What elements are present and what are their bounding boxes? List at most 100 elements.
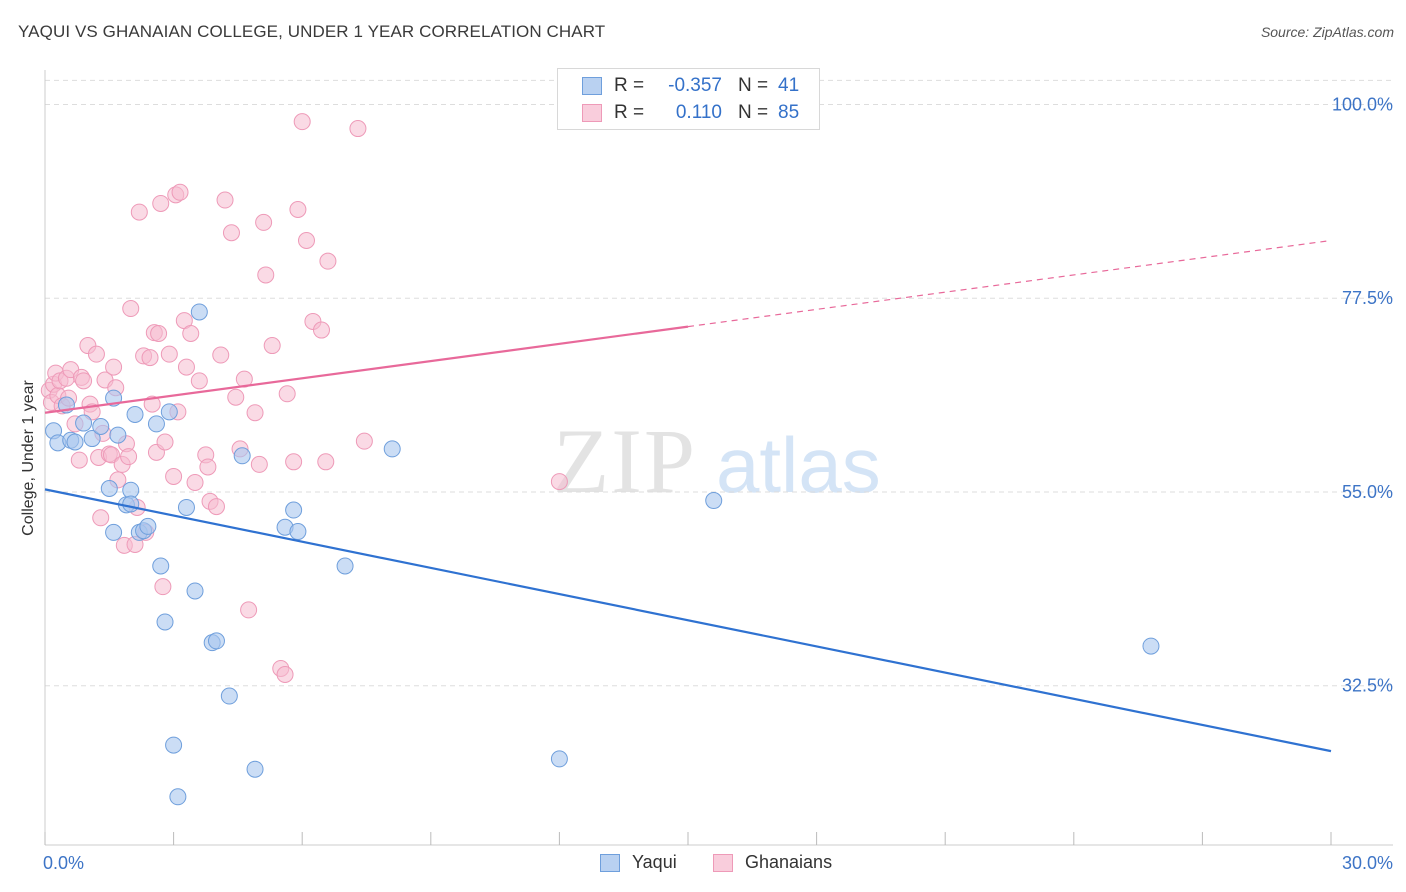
watermark-zip: ZIP	[553, 410, 697, 512]
yaqui-point	[336, 557, 354, 575]
yaqui-point	[160, 403, 178, 421]
yaqui-point	[220, 687, 238, 705]
ghanaians-point	[182, 325, 200, 342]
ghanaians-point	[120, 448, 138, 466]
ghanaians-point	[317, 453, 335, 471]
ghanaians-point	[141, 349, 159, 367]
yaqui-point	[289, 523, 307, 541]
yaqui-point	[109, 426, 127, 444]
ghanaians-point	[255, 213, 273, 231]
yaqui-swatch	[582, 77, 602, 95]
ghanaians-point	[143, 395, 161, 413]
axis-labels: 32.5% 55.0% 77.5% 100.0% 0.0% 30.0% College, U…	[20, 94, 1393, 873]
yaqui-point	[383, 440, 401, 458]
yaqui-point	[233, 447, 251, 465]
yaqui-point	[177, 498, 195, 516]
ghanaians-point	[156, 433, 174, 451]
y-tick-label: 32.5%	[1342, 676, 1393, 696]
ghanaians-point	[177, 358, 195, 376]
ghanaians-point	[349, 120, 367, 138]
ghanaians-point	[154, 578, 172, 596]
ghanaians-legend-label: Ghanaians	[745, 852, 833, 872]
ghanaians-trend-line	[44, 325, 689, 414]
ghanaians-point	[190, 372, 208, 390]
yaqui-point	[190, 303, 208, 321]
yaqui-trend-line	[44, 488, 1332, 753]
axes	[44, 70, 1393, 846]
ghanaians-point	[550, 473, 568, 491]
trend-lines	[44, 239, 1332, 753]
ghanaians-point	[87, 345, 105, 363]
ghanaians-point	[240, 601, 258, 619]
yaqui-legend-label: Yaqui	[632, 852, 677, 872]
yaqui-points	[45, 303, 1160, 806]
ghanaians-point	[70, 451, 88, 469]
legend-row-yaqui: R = -0.357 N = 41	[582, 73, 799, 99]
ghanaians-point	[105, 358, 123, 376]
ghanaians-point	[278, 385, 296, 403]
ghanaians-point	[227, 388, 245, 406]
ghanaians-point	[92, 509, 110, 527]
n-label: N =	[738, 102, 769, 123]
ghanaians-point	[263, 337, 281, 355]
r-label: R =	[614, 75, 645, 96]
y-tick-label: 100.0%	[1332, 94, 1393, 114]
yaqui-point	[156, 613, 174, 631]
yaqui-point	[246, 760, 264, 778]
yaqui-point	[100, 480, 118, 497]
yaqui-point	[83, 430, 101, 448]
r-value: -0.357	[668, 75, 722, 96]
yaqui-point	[1142, 637, 1160, 655]
yaqui-swatch	[600, 853, 620, 872]
ghanaians-point	[285, 453, 303, 471]
ghanaians-point	[355, 432, 373, 450]
yaqui-point	[550, 750, 568, 768]
x-tick-label: 30.0%	[1342, 853, 1393, 873]
ghanaians-point	[276, 666, 294, 683]
ghanaians-swatch	[713, 853, 733, 872]
bottom-legend-ghanaians: Ghanaians	[713, 852, 832, 873]
y-axis-title: College, Under 1 year	[20, 380, 37, 536]
x-tick-label: 0.0%	[43, 853, 84, 873]
ghanaians-point	[102, 446, 120, 464]
yaqui-point	[139, 517, 157, 535]
source-credit: Source: ZipAtlas.com	[1260, 24, 1394, 40]
yaqui-point	[169, 788, 187, 806]
yaqui-point	[207, 632, 225, 650]
y-tick-label: 77.5%	[1342, 288, 1393, 308]
ghanaians-point	[152, 194, 170, 212]
yaqui-point	[147, 415, 165, 433]
ghanaians-point	[216, 191, 234, 209]
ghanaians-point	[222, 224, 240, 242]
yaqui-point	[705, 492, 723, 510]
watermark-atlas: atlas	[716, 421, 881, 509]
ghanaians-point	[130, 203, 148, 221]
ghanaians-point	[160, 345, 178, 363]
watermark: ZIP atlas	[553, 410, 881, 512]
ghanaians-point	[199, 458, 217, 476]
yaqui-point	[126, 405, 144, 423]
yaqui-point	[122, 495, 140, 513]
ghanaians-trend-line	[687, 239, 1332, 328]
r-value: 0.110	[675, 102, 722, 123]
yaqui-point	[75, 414, 93, 432]
y-tick-label: 55.0%	[1342, 482, 1393, 502]
ghanaians-point	[122, 300, 140, 318]
ghanaians-point	[150, 325, 168, 342]
yaqui-point	[152, 557, 170, 575]
ghanaians-point	[165, 467, 183, 485]
ghanaians-point	[75, 372, 93, 390]
ghanaians-point	[171, 183, 189, 201]
n-value: 85	[778, 102, 800, 123]
ghanaians-swatch	[582, 104, 602, 122]
ghanaians-point	[250, 455, 268, 473]
ghanaians-point	[207, 498, 225, 516]
yaqui-point	[66, 433, 84, 451]
ghanaians-point	[297, 232, 315, 249]
ghanaians-point	[235, 370, 253, 388]
n-label: N =	[738, 75, 769, 96]
yaqui-point	[186, 582, 204, 600]
ghanaians-point	[293, 113, 311, 131]
yaqui-point	[92, 418, 110, 435]
